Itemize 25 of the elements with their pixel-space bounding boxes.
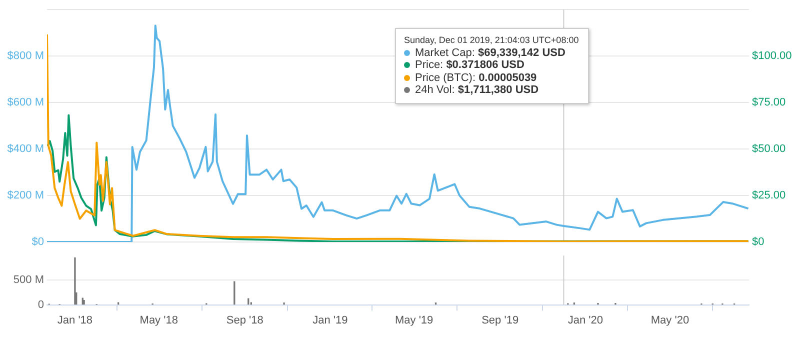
y2-tick-label: $25.00 <box>752 190 786 202</box>
y-tick-label: 500 M <box>13 274 44 286</box>
y-tick-label: 0 <box>38 298 44 311</box>
x-tick-label: Jan '19 <box>312 314 348 326</box>
annotation: Price (BTC): 0.00005039 <box>415 72 537 84</box>
y2-tick-label: $50.00 <box>752 143 786 156</box>
annotation: 24h Vol: $1,711,380 USD <box>415 84 539 96</box>
y-tick-label: $600 M <box>7 96 44 109</box>
annotation: Market Cap: $69,339,142 USD <box>415 46 566 59</box>
y-tick-label: $400 M <box>7 143 44 156</box>
x-tick-label: May '20 <box>650 314 690 326</box>
y-tick-label: $200 M <box>7 190 44 202</box>
x-tick-label: May '18 <box>140 314 178 326</box>
x-tick-label: Jan '18 <box>57 314 93 326</box>
x-tick-label: Jan '20 <box>568 314 603 326</box>
annotation: Price: $0.371806 USD <box>415 59 524 72</box>
y2-tick-label: $100.00 <box>752 50 792 62</box>
x-tick-label: Sep '19 <box>482 314 519 326</box>
x-tick-label: May '19 <box>394 314 434 326</box>
y2-tick-label: $75.00 <box>752 96 786 109</box>
x-tick-label: Sep '18 <box>226 314 264 326</box>
y-tick-label: $0 <box>32 236 44 248</box>
y-tick-label: $800 M <box>7 50 44 62</box>
annotation: Sunday, Dec 01 2019, 21:04:03 UTC+08:00 <box>404 34 579 46</box>
y2-tick-label: $0 <box>752 236 764 248</box>
